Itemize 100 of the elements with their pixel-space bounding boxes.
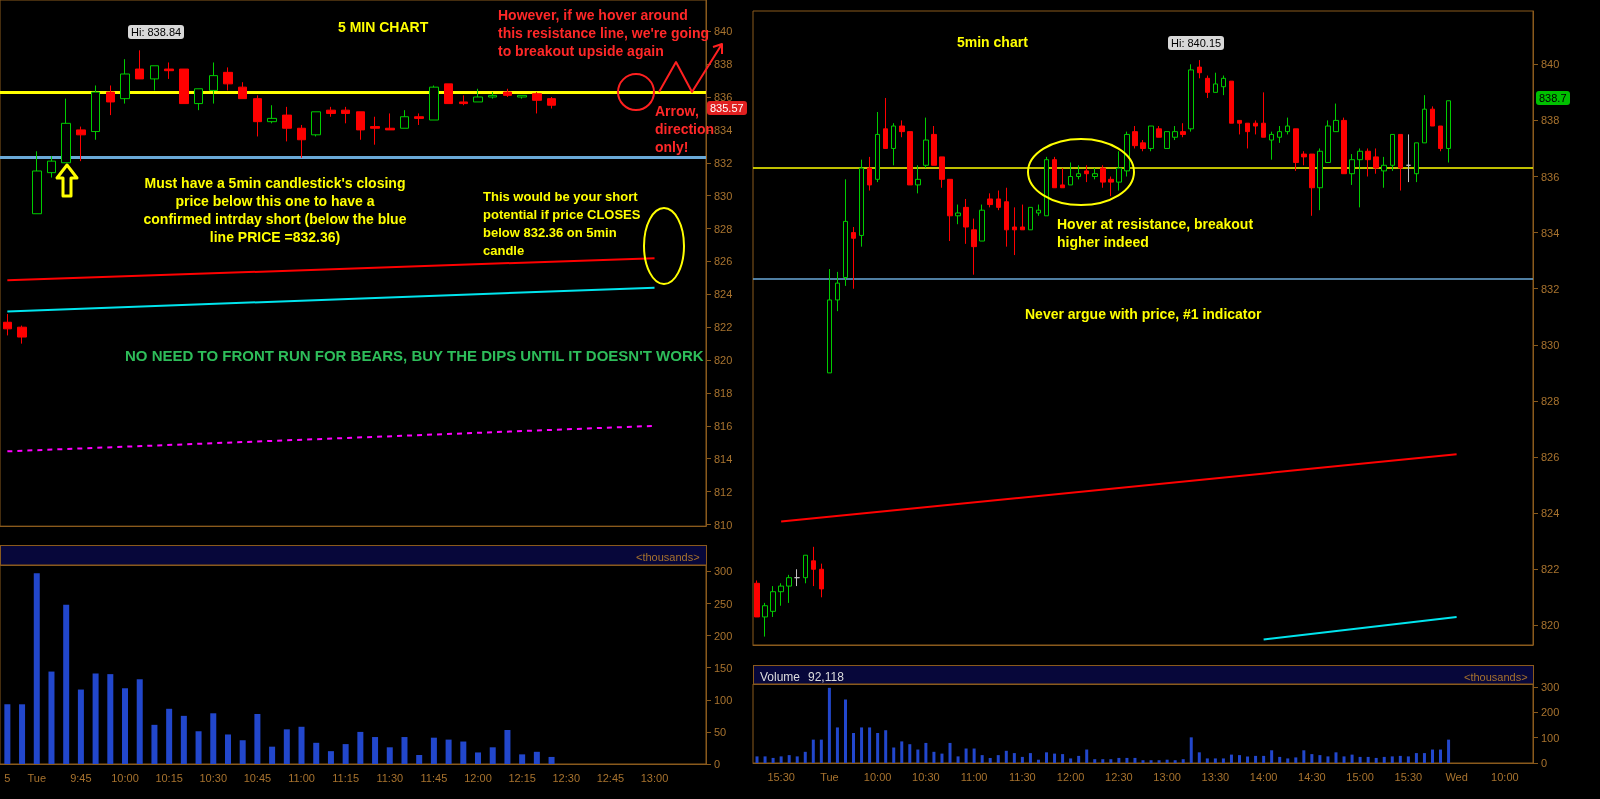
candlestick — [923, 117, 929, 169]
bar — [548, 756, 555, 764]
candlestick — [135, 49, 144, 80]
bar — [63, 604, 70, 764]
bar — [1237, 755, 1241, 763]
y-tick-label: 822 — [714, 321, 733, 334]
candlestick — [120, 58, 130, 105]
bar — [33, 573, 40, 764]
bar — [166, 708, 173, 764]
y-tick-label: 832 — [714, 156, 733, 169]
x-tick-label: 11:45 — [420, 771, 448, 784]
bar — [956, 756, 960, 763]
candlestick — [429, 85, 439, 121]
y-axis-title: <thousands> — [636, 550, 700, 565]
bar — [940, 753, 944, 763]
x-tick-label: 12:45 — [596, 771, 625, 784]
bar — [1020, 756, 1024, 763]
candlestick — [1108, 176, 1114, 197]
candlestick — [979, 204, 985, 242]
bar — [1045, 752, 1049, 763]
chart-title: Volume — [760, 669, 801, 686]
bar — [1302, 750, 1306, 763]
bar — [489, 747, 496, 764]
candlestick — [1044, 156, 1049, 217]
candlestick — [907, 131, 913, 186]
bar — [342, 744, 349, 764]
y-tick-label: 200 — [714, 629, 733, 642]
x-tick-label: 11:30 — [376, 771, 404, 784]
candlestick — [1317, 147, 1323, 211]
bar — [1173, 760, 1177, 763]
candlestick — [179, 68, 189, 105]
bar — [900, 741, 904, 763]
bar — [1430, 749, 1434, 763]
bar — [779, 756, 783, 763]
bar — [1213, 758, 1217, 763]
bar — [1294, 757, 1298, 763]
candlestick — [341, 106, 350, 124]
bar — [1157, 760, 1161, 763]
candlestick — [1373, 147, 1379, 175]
candlestick — [996, 190, 1001, 211]
x-tick-label: 9:45 — [70, 771, 92, 784]
bar — [1318, 755, 1322, 763]
candlestick — [939, 156, 945, 189]
x-tick-label: 11:30 — [1009, 770, 1036, 783]
bar — [92, 673, 99, 764]
bar — [787, 755, 791, 763]
candlestick — [532, 91, 542, 114]
bar — [122, 688, 129, 764]
bar — [533, 751, 540, 764]
bar — [908, 744, 912, 763]
candlestick — [1333, 103, 1339, 133]
bar — [1447, 739, 1451, 763]
candlestick — [1116, 150, 1122, 192]
candlestick — [1277, 125, 1282, 144]
bar — [1229, 754, 1233, 763]
y-tick-label: 828 — [1541, 394, 1560, 407]
y-tick-label: 836 — [1541, 170, 1560, 183]
y-tick-label: 810 — [714, 518, 733, 531]
candlestick — [76, 126, 86, 162]
candlestick — [1172, 125, 1178, 141]
bar — [77, 689, 84, 764]
candlestick — [311, 111, 321, 137]
candlestick — [1028, 206, 1033, 231]
y-tick-label: 812 — [714, 485, 733, 498]
bar — [1028, 753, 1032, 763]
bar — [1270, 750, 1274, 763]
x-tick-label: 14:00 — [1249, 770, 1278, 783]
annotation: Hi: 840.15 — [1168, 36, 1225, 50]
candlestick — [1406, 133, 1411, 183]
bar — [298, 726, 305, 764]
bar — [1286, 758, 1290, 763]
candlestick — [1205, 75, 1210, 99]
bar — [835, 727, 839, 763]
candlestick — [891, 122, 896, 166]
x-tick-label: 14:30 — [1298, 770, 1326, 783]
bar — [860, 727, 864, 763]
candlestick — [1036, 204, 1041, 217]
candlestick — [947, 178, 953, 242]
bar — [1366, 756, 1370, 763]
y-tick-label: 834 — [1541, 226, 1560, 239]
candlestick — [794, 568, 800, 587]
x-tick-label: 15:30 — [1394, 770, 1423, 783]
bar — [1061, 754, 1065, 763]
x-tick-label: 10:00 — [1491, 770, 1519, 783]
candlestick — [803, 554, 808, 584]
bar — [1278, 756, 1282, 763]
y-tick-label: 820 — [1541, 619, 1560, 632]
candlestick — [370, 116, 380, 146]
y-tick-label: 828 — [714, 222, 733, 235]
bar — [269, 746, 276, 764]
bar — [519, 754, 526, 764]
bar — [430, 737, 437, 764]
bar — [948, 742, 952, 763]
x-tick-label: 10:00 — [863, 770, 892, 783]
bar — [1398, 755, 1402, 763]
candlestick — [915, 164, 921, 194]
bar — [1141, 760, 1145, 763]
candlestick — [473, 88, 483, 103]
bar — [868, 727, 872, 763]
candlestick — [1012, 206, 1017, 256]
